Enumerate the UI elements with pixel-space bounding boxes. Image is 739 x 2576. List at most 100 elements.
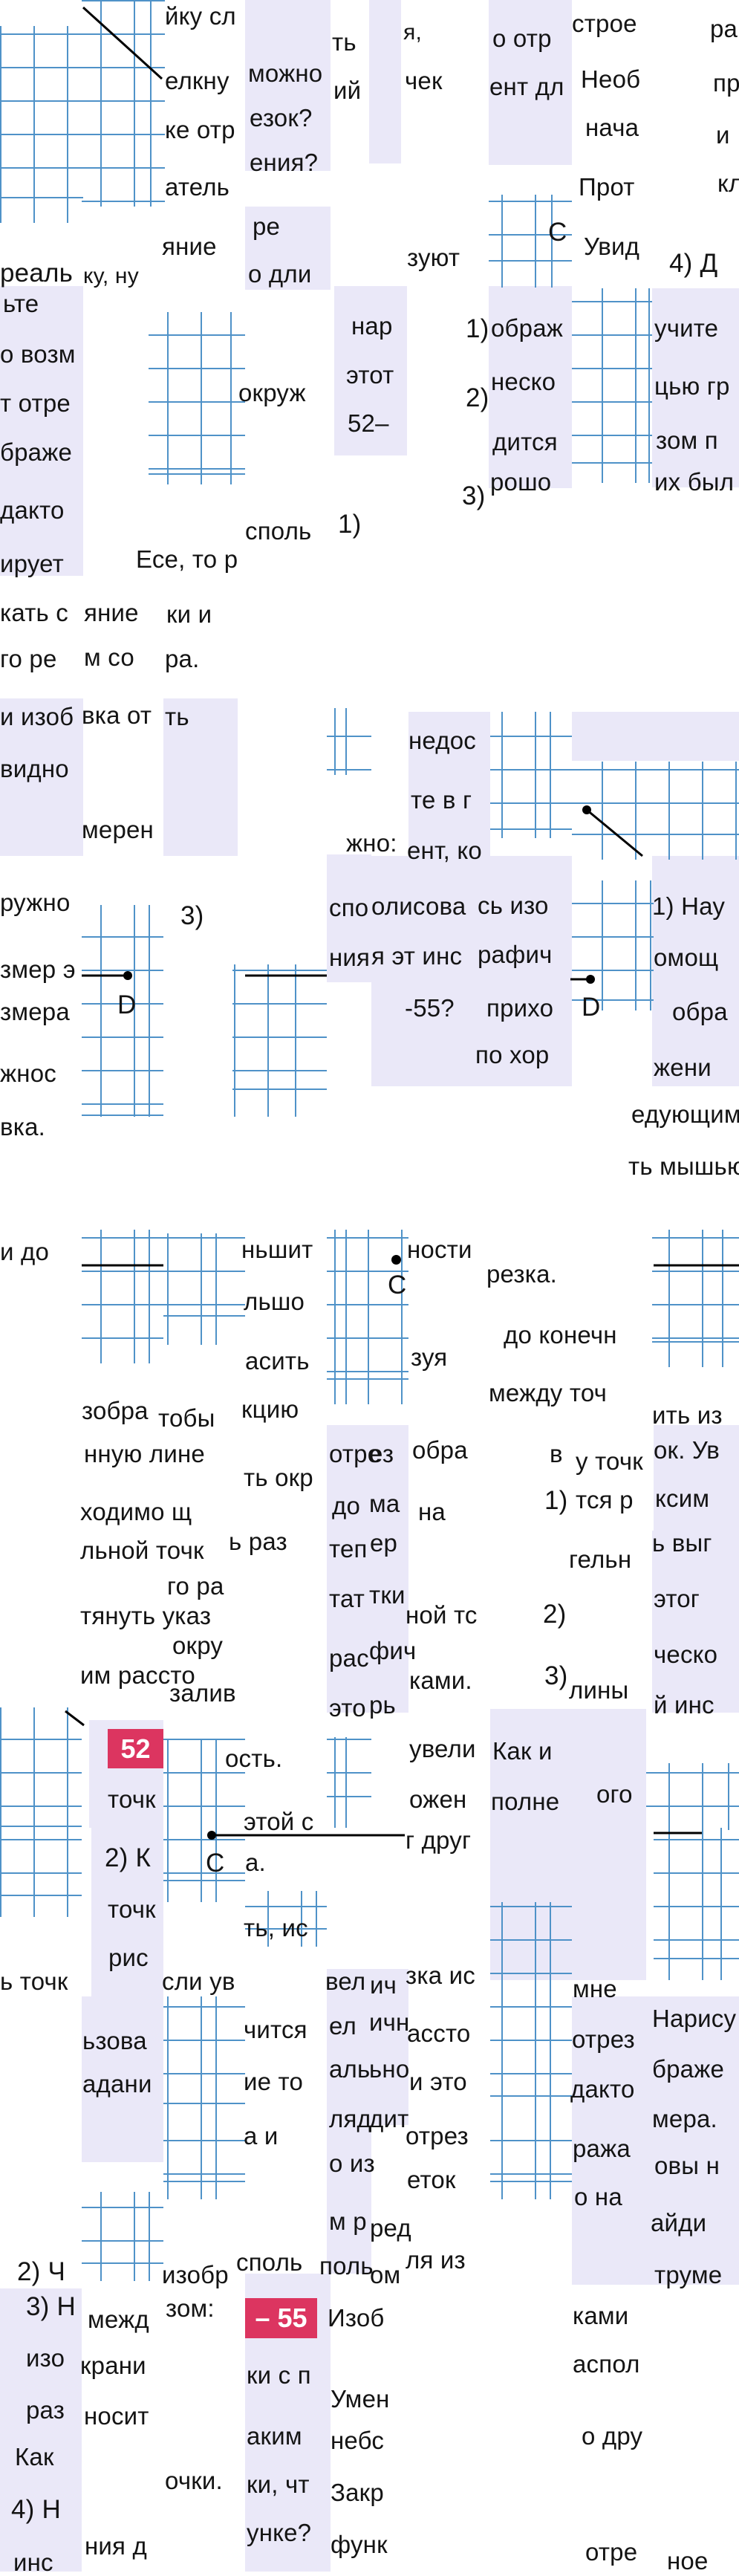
highlight-rect bbox=[369, 0, 401, 163]
segment-line bbox=[65, 1710, 85, 1727]
text-fragment: небс bbox=[331, 2427, 385, 2454]
text-fragment: носит bbox=[84, 2402, 149, 2430]
endpoint-dot bbox=[391, 1255, 401, 1265]
text-fragment: Закр bbox=[331, 2479, 384, 2506]
text-fragment: зом: bbox=[166, 2294, 215, 2322]
text-fragment: о на bbox=[574, 2183, 622, 2210]
text-fragment: дит bbox=[369, 2105, 409, 2132]
graph-paper-tile bbox=[82, 2192, 163, 2281]
graph-paper-tile bbox=[163, 1996, 245, 2126]
graph-paper-tile bbox=[245, 1891, 327, 1947]
text-fragment: жени bbox=[654, 1054, 712, 1081]
highlight-rect bbox=[327, 1969, 408, 2125]
text-fragment: ности bbox=[407, 1236, 472, 1263]
highlight-rect bbox=[91, 1828, 163, 1999]
text-fragment: теп bbox=[329, 1535, 368, 1563]
text-fragment: ом bbox=[370, 2261, 401, 2288]
text-fragment: ной тс bbox=[406, 1601, 478, 1629]
text-fragment: унке? bbox=[247, 2519, 312, 2546]
text-fragment: яние bbox=[84, 599, 139, 626]
text-fragment: ля из bbox=[406, 2246, 466, 2274]
text-fragment: и bbox=[716, 121, 730, 149]
text-fragment: ть мышью bbox=[628, 1152, 739, 1180]
highlight-rect bbox=[652, 1531, 739, 1713]
text-fragment: рошо bbox=[490, 468, 552, 496]
text-fragment: нача bbox=[585, 114, 639, 141]
graph-paper-tile bbox=[654, 1828, 739, 1980]
text-fragment: чится bbox=[244, 2016, 307, 2043]
text-fragment: ожен bbox=[409, 1785, 467, 1813]
endpoint-dot bbox=[123, 971, 132, 980]
text-fragment: г друг bbox=[406, 1826, 472, 1854]
text-fragment: D bbox=[582, 993, 601, 1022]
text-fragment: ьно bbox=[369, 2055, 410, 2083]
text-fragment: рис bbox=[108, 1944, 149, 1971]
text-fragment: о дли bbox=[248, 260, 312, 288]
text-fragment: ки и bbox=[166, 600, 212, 628]
text-fragment: кать с bbox=[0, 599, 68, 626]
graph-paper-tile bbox=[490, 712, 572, 838]
text-fragment: ент дл bbox=[489, 73, 564, 100]
text-fragment: мера. bbox=[652, 2105, 717, 2132]
highlight-rect bbox=[245, 0, 331, 171]
text-fragment: 1) Нау bbox=[652, 892, 726, 920]
graph-paper-tile bbox=[652, 1230, 739, 1367]
graph-paper-tile bbox=[490, 2125, 572, 2199]
text-fragment: кцию bbox=[241, 1395, 299, 1423]
text-fragment: ел bbox=[329, 2012, 357, 2040]
graph-paper-tile bbox=[163, 1828, 245, 1902]
graph-paper-tile bbox=[489, 195, 572, 288]
highlight-rect bbox=[163, 698, 238, 856]
text-fragment: учите bbox=[654, 314, 719, 342]
highlight-rect bbox=[0, 286, 83, 483]
text-fragment: овы н bbox=[654, 2152, 720, 2179]
text-fragment: вка от bbox=[82, 701, 152, 729]
text-fragment: цью гр bbox=[654, 372, 730, 400]
text-fragment: а. bbox=[245, 1849, 266, 1876]
text-fragment: увели bbox=[409, 1735, 476, 1762]
text-fragment: рь bbox=[369, 1691, 396, 1719]
text-fragment: ость. bbox=[225, 1745, 283, 1772]
text-fragment: лины bbox=[569, 1676, 629, 1704]
highlight-rect bbox=[0, 698, 83, 856]
highlight-rect bbox=[327, 2125, 371, 2274]
highlight-rect bbox=[0, 2288, 82, 2572]
text-fragment: 1) bbox=[338, 510, 362, 539]
text-fragment: Увид bbox=[584, 233, 640, 260]
text-fragment: аль bbox=[329, 2055, 371, 2083]
text-fragment: рас bbox=[329, 1644, 369, 1672]
highlight-rect bbox=[489, 286, 572, 488]
text-fragment: чек bbox=[405, 67, 443, 94]
text-fragment: адани bbox=[82, 2070, 152, 2098]
text-fragment: ер bbox=[370, 1529, 398, 1557]
text-fragment: недос bbox=[408, 727, 476, 754]
text-fragment: ого bbox=[596, 1780, 633, 1808]
highlight-rect bbox=[327, 854, 371, 982]
text-fragment: ками bbox=[573, 2302, 629, 2329]
text-fragment: в bbox=[550, 1440, 563, 1467]
text-fragment: 1) bbox=[466, 314, 489, 343]
highlight-rect bbox=[327, 1531, 408, 1713]
text-fragment: отрез bbox=[572, 2025, 635, 2053]
text-fragment: полне bbox=[491, 1788, 560, 1815]
segment-diagram bbox=[570, 975, 595, 984]
text-fragment: D bbox=[117, 990, 137, 1019]
endpoint-dot bbox=[586, 975, 595, 984]
text-fragment: и до bbox=[0, 1238, 50, 1265]
text-fragment: ния д bbox=[85, 2532, 147, 2560]
text-fragment: ружно bbox=[0, 889, 71, 916]
text-fragment: аспол bbox=[573, 2350, 640, 2378]
text-fragment: им рассто bbox=[80, 1661, 195, 1689]
highlight-rect bbox=[334, 286, 407, 455]
text-fragment: асить bbox=[245, 1347, 310, 1375]
text-fragment: этот bbox=[346, 361, 394, 389]
text-fragment: крани bbox=[80, 2352, 146, 2379]
text-fragment: яние bbox=[162, 233, 217, 260]
text-fragment: 3) bbox=[462, 481, 486, 510]
text-fragment: изо bbox=[26, 2344, 65, 2372]
text-fragment: до конечн bbox=[504, 1321, 617, 1349]
task-number-badge: – 55 bbox=[245, 2298, 317, 2338]
text-fragment: тянуть указ bbox=[80, 1602, 212, 1629]
highlight-rect bbox=[245, 207, 331, 290]
graph-paper-tile bbox=[327, 1230, 371, 1404]
